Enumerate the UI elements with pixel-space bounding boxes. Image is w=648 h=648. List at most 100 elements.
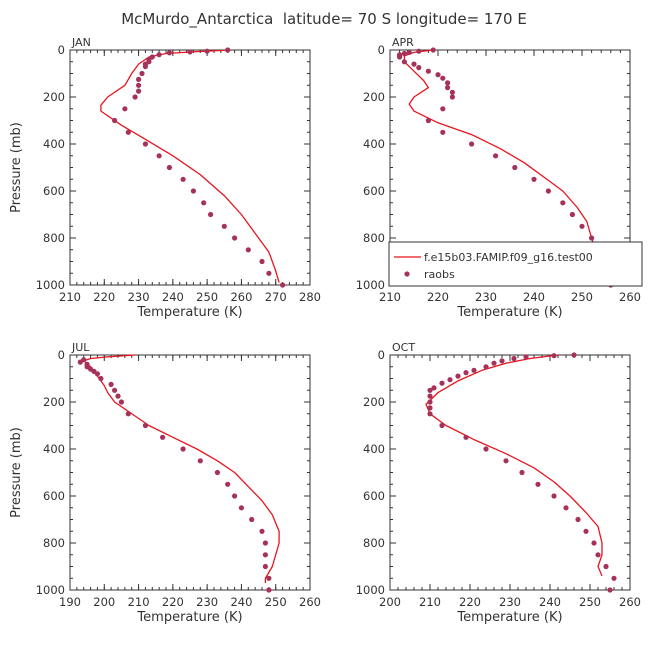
raobs-point bbox=[591, 540, 597, 546]
raobs-point bbox=[132, 94, 138, 100]
x-axis-title: Temperature (K) bbox=[136, 610, 242, 625]
x-tick-label: 200 bbox=[379, 595, 401, 609]
y-tick-label: 400 bbox=[43, 137, 65, 151]
raobs-point bbox=[142, 63, 148, 70]
raobs-point bbox=[280, 282, 286, 288]
y-tick-label: 1000 bbox=[36, 583, 65, 597]
y-tick-label: 200 bbox=[363, 395, 385, 409]
x-tick-label: 240 bbox=[523, 290, 545, 304]
raobs-point bbox=[416, 65, 422, 71]
raobs-point bbox=[427, 387, 433, 393]
raobs-point bbox=[115, 393, 121, 399]
raobs-point bbox=[551, 493, 557, 499]
raobs-point bbox=[139, 70, 145, 77]
y-tick-label: 800 bbox=[363, 536, 385, 550]
x-tick-label: 220 bbox=[459, 595, 481, 609]
raobs-point bbox=[108, 381, 114, 387]
x-tick-label: 240 bbox=[230, 595, 252, 609]
raobs-point bbox=[190, 188, 196, 194]
x-tick-label: 260 bbox=[299, 595, 321, 609]
raobs-point bbox=[583, 528, 589, 534]
y-tick-label: 1000 bbox=[36, 278, 65, 292]
raobs-point bbox=[427, 411, 433, 417]
raobs-point bbox=[166, 50, 172, 56]
y-tick-label: 600 bbox=[363, 184, 385, 198]
raobs-point bbox=[118, 399, 124, 405]
raobs-point bbox=[397, 54, 403, 60]
raobs-point bbox=[463, 434, 469, 440]
raobs-point bbox=[112, 387, 118, 393]
raobs-point bbox=[249, 516, 255, 523]
x-tick-label: 250 bbox=[579, 595, 601, 609]
panel-label: APR bbox=[392, 36, 414, 49]
raobs-point bbox=[136, 82, 142, 88]
y-tick-label: 0 bbox=[58, 348, 65, 362]
model-series-line bbox=[100, 49, 280, 283]
raobs-point bbox=[266, 270, 272, 276]
x-tick-label: 230 bbox=[196, 595, 218, 609]
raobs-point bbox=[125, 411, 131, 417]
y-tick-label: 400 bbox=[363, 137, 385, 151]
panel-label: JAN bbox=[71, 36, 91, 49]
raobs-point bbox=[201, 200, 207, 206]
raobs-point bbox=[142, 141, 148, 147]
raobs-point bbox=[232, 235, 238, 241]
raobs-point bbox=[416, 48, 422, 54]
x-tick-label: 260 bbox=[619, 595, 641, 609]
y-tick-label: 400 bbox=[43, 442, 65, 456]
y-tick-label: 0 bbox=[378, 43, 385, 57]
y-tick-label: 800 bbox=[43, 536, 65, 550]
raobs-point bbox=[197, 458, 203, 464]
panel-oct: 200 210 220 230 240 250 260 0 200 400 600 800 1000 OC… bbox=[356, 341, 641, 625]
x-tick-label: 280 bbox=[299, 290, 321, 304]
legend-obs-label: raobs bbox=[424, 268, 455, 281]
raobs-point bbox=[503, 458, 509, 464]
raobs-point bbox=[523, 354, 529, 360]
y-tick-label: 600 bbox=[43, 489, 65, 503]
raobs-point bbox=[449, 89, 455, 95]
x-tick-label: 230 bbox=[128, 290, 150, 304]
raobs-point bbox=[411, 61, 417, 67]
raobs-point bbox=[406, 49, 412, 56]
y-axis-title: Pressure (mb) bbox=[9, 122, 24, 213]
x-tick-label: 230 bbox=[499, 595, 521, 609]
x-tick-label: 210 bbox=[419, 595, 441, 609]
raobs-point bbox=[430, 47, 436, 53]
raobs-point bbox=[427, 393, 433, 399]
raobs-point bbox=[425, 68, 431, 74]
raobs-point bbox=[122, 106, 128, 112]
raobs-point bbox=[208, 211, 214, 218]
y-tick-label: 800 bbox=[363, 231, 385, 245]
raobs-point bbox=[136, 76, 142, 82]
raobs-point bbox=[571, 352, 577, 358]
raobs-point bbox=[449, 94, 455, 100]
raobs-point bbox=[563, 505, 569, 511]
raobs-point bbox=[262, 540, 268, 546]
plot-frame bbox=[389, 354, 631, 591]
raobs-point bbox=[447, 377, 453, 383]
x-tick-label: 260 bbox=[230, 290, 252, 304]
raobs-point bbox=[180, 176, 186, 182]
y-tick-label: 0 bbox=[378, 348, 385, 362]
x-tick-label: 210 bbox=[59, 290, 81, 304]
raobs-point bbox=[512, 164, 518, 171]
raobs-point bbox=[94, 371, 100, 377]
raobs-point bbox=[483, 446, 489, 452]
raobs-point bbox=[445, 80, 451, 86]
y-tick-label: 600 bbox=[43, 184, 65, 198]
y-axis-title: Pressure (mb) bbox=[9, 427, 24, 518]
x-tick-label: 220 bbox=[427, 290, 449, 304]
y-tick-label: 200 bbox=[43, 395, 65, 409]
raobs-point bbox=[401, 59, 407, 65]
y-tick-label: 1000 bbox=[356, 583, 385, 597]
raobs-point bbox=[245, 247, 251, 253]
raobs-point bbox=[491, 360, 497, 366]
model-series-line bbox=[425, 354, 603, 577]
raobs-point bbox=[535, 481, 541, 487]
panel-jul: 190 200 210 220 230 240 250 260 0 200 400 600 800 100… bbox=[9, 341, 321, 625]
y-tick-label: 600 bbox=[363, 489, 385, 503]
x-tick-label: 250 bbox=[265, 595, 287, 609]
raobs-point bbox=[511, 355, 517, 362]
raobs-point bbox=[579, 223, 585, 229]
raobs-point bbox=[221, 223, 227, 229]
